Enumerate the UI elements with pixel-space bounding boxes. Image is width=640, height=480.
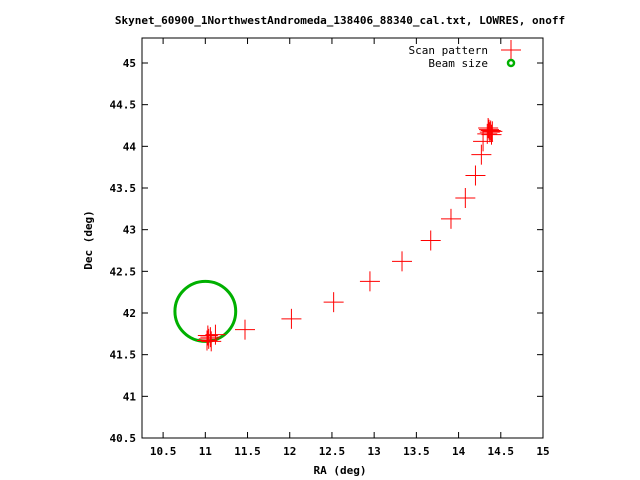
- x-tick-label: 13: [368, 445, 381, 458]
- scan-point: [482, 121, 503, 142]
- plot-frame: [141, 37, 544, 439]
- scan-point: [281, 308, 302, 329]
- x-tick-label: 14: [452, 445, 466, 458]
- y-tick-label: 44: [123, 140, 137, 153]
- scan-point: [197, 330, 218, 351]
- y-tick-label: 43: [123, 224, 136, 237]
- scan-point: [480, 120, 501, 141]
- beam-circle: [173, 279, 238, 343]
- y-axis-label: Dec (deg): [82, 210, 95, 270]
- y-tick-label: 45: [123, 57, 136, 70]
- y-tick-label: 43.5: [110, 182, 137, 195]
- legend-label-beam-size: Beam size: [428, 57, 488, 70]
- x-tick-label: 15: [536, 445, 549, 458]
- x-tick-label: 13.5: [403, 445, 430, 458]
- x-tick-label: 11: [199, 445, 213, 458]
- scan-point: [455, 188, 476, 208]
- legend-circle: [506, 58, 516, 68]
- axes: 10.5 11 11.5 12 12.5 13 13.5 14 14.5 15 40.5 41 41.5…: [110, 37, 550, 458]
- x-tick-label: 12: [283, 445, 296, 458]
- x-axis-label: RA (deg): [314, 464, 367, 477]
- y-tick-label: 42: [123, 307, 136, 320]
- scan-point: [420, 230, 441, 251]
- chart-title: Skynet_60900_1NorthwestAndromeda_138406_…: [115, 14, 565, 27]
- scan-point: [471, 144, 492, 165]
- scan-point: [234, 319, 255, 340]
- scan-point: [323, 292, 344, 313]
- x-tick-label: 11.5: [234, 445, 261, 458]
- legend-marker-scan-pattern: [501, 40, 521, 60]
- scan-point: [477, 123, 498, 144]
- y-tick-label: 41: [123, 390, 137, 403]
- y-tick-label: 42.5: [110, 265, 137, 278]
- scan-point: [200, 327, 221, 348]
- scan-point: [465, 165, 486, 186]
- scan-point: [197, 325, 218, 346]
- scan-point: [359, 271, 380, 292]
- x-tick-label: 14.5: [488, 445, 515, 458]
- scan-point: [392, 251, 413, 272]
- scan-point: [479, 122, 500, 143]
- legend-label-scan-pattern: Scan pattern: [409, 44, 488, 57]
- scan-pattern-series: [197, 118, 503, 352]
- x-tick-label: 12.5: [319, 445, 346, 458]
- x-tick-label: 10.5: [150, 445, 177, 458]
- scan-point: [478, 119, 499, 140]
- beam-size-series: [173, 279, 238, 343]
- legend: Scan pattern Beam size: [409, 40, 521, 70]
- y-tick-label: 40.5: [110, 432, 137, 445]
- y-tick-label: 44.5: [110, 99, 137, 112]
- scan-point: [205, 324, 226, 345]
- scan-point: [440, 208, 461, 229]
- y-tick-label: 41.5: [110, 349, 137, 362]
- legend-marker-beam-size: [506, 58, 516, 68]
- scan-point: [478, 118, 499, 138]
